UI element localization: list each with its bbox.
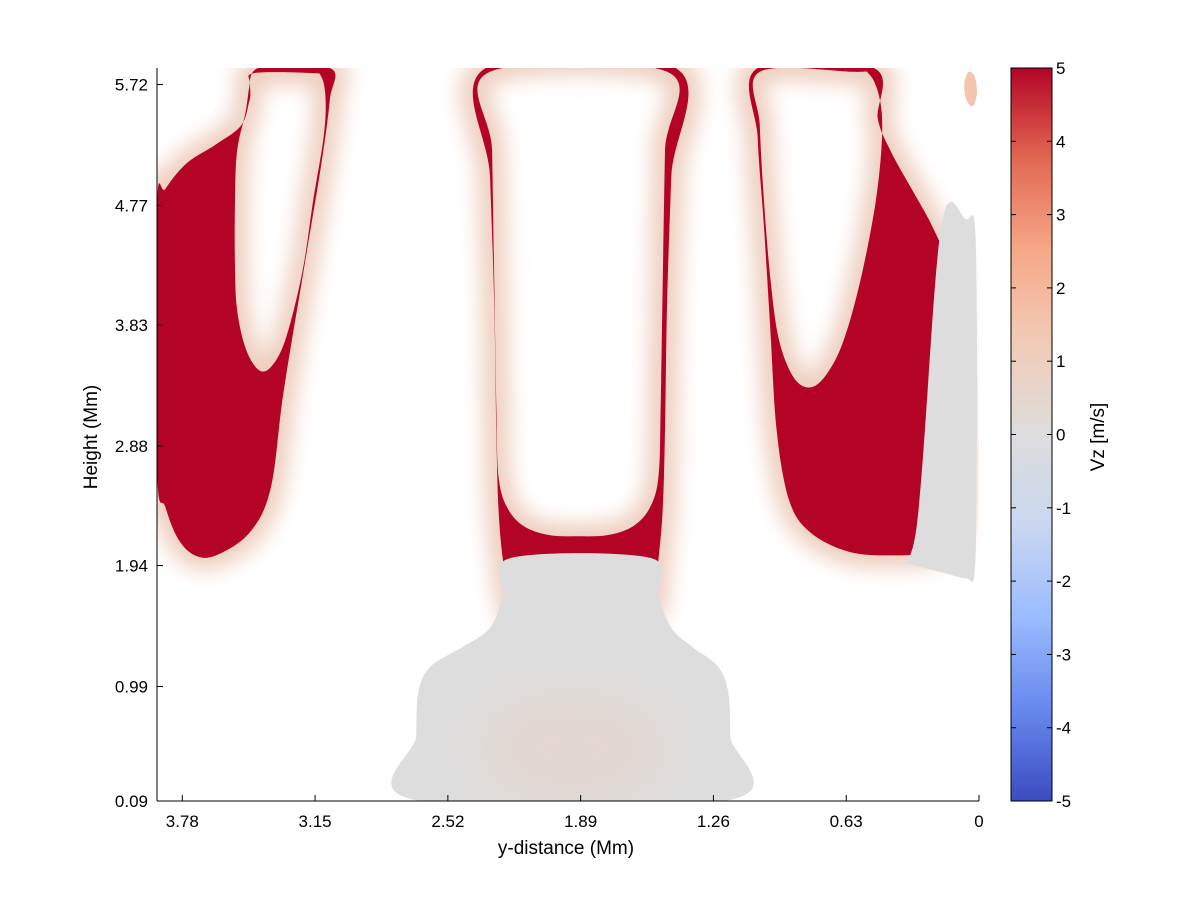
right-edge-halo-region	[890, 201, 978, 583]
colorbar: -5 -4 -3 -2 -1 0 1 2 3 4 5 Vz [m/s]	[1010, 59, 1109, 811]
left-updraft-fill	[157, 68, 336, 558]
y-tick-label: 2.88	[115, 437, 148, 456]
x-tick-label: 3.78	[166, 812, 199, 831]
colorbar-tick-label: -1	[1056, 499, 1071, 518]
top-right-blob-region	[964, 71, 977, 107]
x-tick-label: 1.26	[697, 812, 730, 831]
x-tick-label: 0	[974, 812, 983, 831]
colorbar-tick-label: -5	[1056, 792, 1071, 811]
y-tick-label: 5.72	[115, 76, 148, 95]
y-tick-label: 4.77	[115, 196, 148, 215]
colorbar-tick-label: 5	[1056, 59, 1065, 78]
x-axis-label: y-distance (Mm)	[498, 838, 634, 859]
right-updraft-fill	[748, 68, 963, 556]
y-axis-label: Height (Mm)	[81, 385, 102, 490]
bottom-center-plume-region	[391, 553, 754, 801]
right-updraft-region	[735, 68, 976, 569]
top-right-blob-fill	[964, 71, 977, 107]
y-axis: 0.09 0.99 1.94 2.88 3.83 4.77 5.72	[115, 68, 163, 811]
colorbar-tick-label: -4	[1056, 719, 1071, 738]
plot-area	[157, 68, 978, 801]
colorbar-scale	[1010, 67, 1053, 802]
colorbar-tick-label: 0	[1056, 426, 1065, 445]
colorbar-tick-label: 2	[1056, 279, 1065, 298]
y-tick-label: 1.94	[115, 557, 148, 576]
right-edge-halo-fill	[890, 201, 978, 583]
colorbar-tick-label: 4	[1056, 132, 1065, 151]
colorbar-label: Vz [m/s]	[1088, 403, 1109, 472]
colorbar-tick-label: 1	[1056, 352, 1065, 371]
y-tick-label: 0.09	[115, 792, 148, 811]
bottom-center-plume-core	[477, 693, 668, 801]
colorbar-tick-label: -3	[1056, 645, 1071, 664]
y-tick-label: 3.83	[115, 316, 148, 335]
x-axis: 3.78 3.15 2.52 1.89 1.26 0.63 0	[157, 795, 984, 831]
y-tick-label: 0.99	[115, 677, 148, 696]
x-tick-label: 3.15	[299, 812, 332, 831]
colorbar-tick-label: -2	[1056, 572, 1071, 591]
x-tick-label: 0.63	[830, 812, 863, 831]
x-tick-label: 1.89	[564, 812, 597, 831]
colorbar-tick-label: 3	[1056, 206, 1065, 225]
x-tick-label: 2.52	[431, 812, 464, 831]
colorbar-ticks: -5 -4 -3 -2 -1 0 1 2 3 4 5	[1011, 59, 1071, 811]
left-updraft-region	[157, 68, 349, 571]
